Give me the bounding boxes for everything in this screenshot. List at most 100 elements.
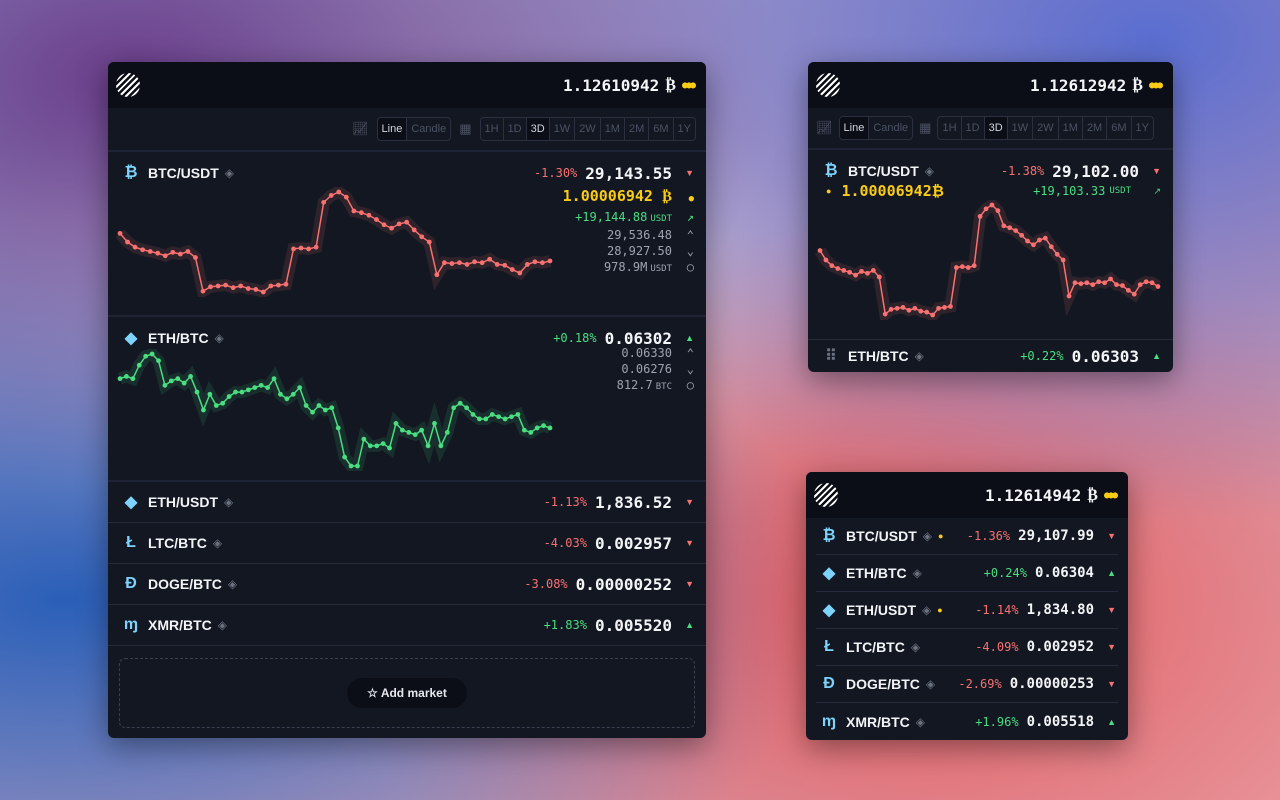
price-chart[interactable]: [808, 200, 1166, 320]
drag-handle-icon[interactable]: ⠿: [825, 348, 837, 365]
market-row[interactable]: Ł LTC/BTC ◈ -4.09% 0.002952 ▼: [816, 629, 1118, 666]
market-btc-usdt[interactable]: ₿ BTC/USDT ◈ -1.30% 29,143.55 ▼ 1.00006942 ₿ ● +…: [108, 152, 706, 317]
range-2w[interactable]: 2W: [1033, 117, 1059, 139]
binance-icon: ◈: [214, 331, 224, 345]
range-6m[interactable]: 6M: [1107, 117, 1132, 139]
market-row[interactable]: Ł LTC/BTC ◈ -4.03% 0.002957 ▼: [108, 523, 706, 564]
price-point: [1155, 284, 1161, 289]
price-point: [483, 416, 489, 422]
pnl-value: +19,103.33: [1033, 184, 1106, 198]
range-3d[interactable]: 3D: [984, 117, 1008, 139]
chart-type-icon: 📈︎: [352, 121, 369, 136]
range-1m[interactable]: 1M: [601, 118, 625, 140]
arrow-down-icon: ▼: [1107, 531, 1116, 541]
price-point: [1019, 232, 1025, 238]
range-1y[interactable]: 1Y: [677, 123, 691, 135]
logo-icon[interactable]: [814, 483, 838, 507]
balance: 1.12612942 ₿ ●●●: [1030, 75, 1163, 95]
price-point: [434, 272, 440, 278]
price-line: [119, 191, 551, 293]
range-6m[interactable]: 6M: [649, 118, 674, 140]
menu-dots-icon[interactable]: ●●●: [681, 79, 696, 91]
price-point: [1096, 279, 1102, 285]
chart-type-candle[interactable]: Candle: [873, 122, 909, 134]
price-point: [1060, 257, 1066, 263]
yield-row: ● 1.00006942 ₿ +19,103.33 USDT ↗: [808, 180, 1173, 202]
price-point: [223, 282, 229, 288]
market-row[interactable]: ◆ ETH/USDT ◈ ● -1.14% 1,834.80 ▼: [816, 592, 1118, 629]
market-stats: 0.06330 ⌃ 0.06276 ⌄ 812.7 BTC ○: [617, 345, 694, 395]
market-row[interactable]: ɱ XMR/BTC ◈ +1.96% 0.005518 ▲: [816, 703, 1118, 740]
price-point: [265, 385, 271, 390]
range-1w[interactable]: 1W: [550, 118, 576, 140]
price-point: [977, 213, 983, 219]
chart-type-candle[interactable]: Candle: [411, 123, 447, 135]
logo-icon[interactable]: [816, 73, 840, 97]
arrow-down-icon: ▼: [1107, 679, 1116, 689]
price-point: [547, 258, 553, 264]
market-row[interactable]: ◆ ETH/BTC ◈ +0.24% 0.06304 ▲: [816, 555, 1118, 592]
price-point: [271, 376, 277, 382]
range-1h[interactable]: 1H: [481, 118, 504, 140]
change-percent: -4.03%: [543, 536, 587, 550]
range-3d[interactable]: 3D: [526, 118, 550, 140]
market-row[interactable]: ◆ ETH/USDT ◈ -1.13% 1,836.52 ▼: [108, 482, 706, 523]
price-point: [521, 427, 527, 433]
price-point: [387, 445, 392, 451]
bitcoin-icon: ₿: [931, 182, 944, 200]
low-value: 28,927.50: [606, 244, 672, 258]
range-1w[interactable]: 1W: [1008, 117, 1034, 139]
change-percent: -1.36%: [966, 529, 1011, 543]
price-point: [1137, 282, 1143, 288]
range-1d[interactable]: 1D: [504, 118, 527, 140]
chart-type-line[interactable]: Line: [377, 118, 408, 140]
range-2w[interactable]: 2W: [575, 118, 601, 140]
price-point: [343, 194, 349, 200]
price-chart[interactable]: [108, 187, 558, 297]
chart-type-line[interactable]: Line: [839, 117, 870, 139]
price-point: [906, 307, 912, 313]
arrow-up-icon: ▲: [685, 620, 694, 630]
menu-dots-icon[interactable]: ●●●: [1148, 79, 1163, 91]
coin-icon: ◆: [124, 330, 138, 347]
volume-icon: ○: [686, 260, 694, 274]
market-row[interactable]: Đ DOGE/BTC ◈ -2.69% 0.00000253 ▼: [816, 666, 1118, 703]
price-point: [502, 416, 508, 422]
range-1y[interactable]: 1Y: [1135, 122, 1149, 134]
add-market-button[interactable]: ☆ Add market: [347, 678, 467, 708]
price-point: [404, 219, 410, 225]
price-point: [1025, 238, 1030, 244]
binance-icon: ◈: [224, 495, 234, 509]
market-row[interactable]: ₿ BTC/USDT ◈ ● -1.36% 29,107.99 ▼: [816, 518, 1118, 555]
market-btc-usdt[interactable]: ₿ BTC/USDT ◈ -1.38% 29,102.00 ▼ ● 1.00006942 ₿ +…: [808, 150, 1173, 340]
price-point: [130, 376, 136, 382]
range-2m[interactable]: 2M: [1083, 117, 1108, 139]
menu-dots-icon[interactable]: ●●●: [1103, 489, 1118, 501]
price-point: [1048, 244, 1054, 250]
range-2m[interactable]: 2M: [625, 118, 650, 140]
price: 29,102.00: [1052, 161, 1139, 181]
calendar-icon: ▦: [919, 120, 932, 135]
market-eth-btc[interactable]: ◆ ETH/BTC ◈ +0.18% 0.06302 ▲ 0.06330 ⌃ 0.06276 ⌄ 8…: [108, 317, 706, 482]
price-point: [336, 189, 342, 195]
main-widget: 1.12610942 ₿ ●●● 📈︎ Line Candle ▦ 1H 1D 3D 1W 2W 1M…: [108, 62, 706, 738]
market-eth-btc[interactable]: ⠿ ETH/BTC ◈ +0.22% 0.06303 ▲: [808, 340, 1173, 372]
price-point: [457, 400, 463, 406]
stat-high: 29,536.48 ⌃: [563, 227, 694, 243]
price-point: [181, 380, 187, 386]
range-1m[interactable]: 1M: [1059, 117, 1083, 139]
price-point: [355, 463, 360, 469]
coin-icon: Đ: [823, 675, 835, 692]
price: 0.002957: [594, 533, 672, 553]
price-point: [226, 394, 232, 399]
market-row[interactable]: Đ DOGE/BTC ◈ -3.08% 0.00000252 ▼: [108, 564, 706, 605]
market-row[interactable]: ɱ XMR/BTC ◈ +1.83% 0.005520 ▲: [108, 605, 706, 646]
price-point: [245, 387, 251, 393]
price-point: [359, 210, 364, 216]
range-1h[interactable]: 1H: [938, 117, 962, 139]
price-chart[interactable]: [108, 349, 558, 471]
logo-icon[interactable]: [116, 73, 140, 97]
yield-dot-icon: ●: [938, 531, 944, 541]
range-1d[interactable]: 1D: [962, 117, 985, 139]
price-point: [1001, 223, 1007, 229]
